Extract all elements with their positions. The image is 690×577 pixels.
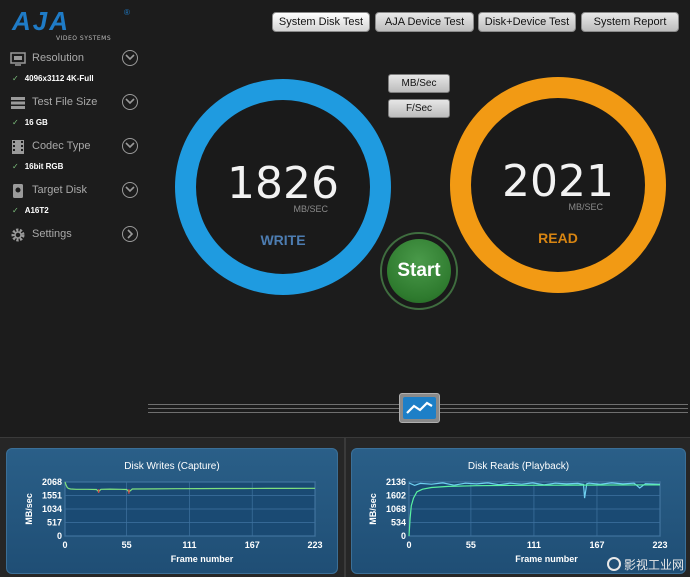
x-tick-label: 0 (62, 540, 67, 550)
sidebar-value-target-disk: ✓ A16T2 (12, 206, 49, 215)
y-axis-title: MB/sec (368, 493, 378, 525)
write-value: 1826 (227, 158, 339, 209)
tab-system-report[interactable]: System Report (581, 12, 679, 32)
y-tick-label: 0 (401, 531, 406, 541)
x-tick-label: 167 (589, 540, 604, 550)
target-disk-value: A16T2 (24, 206, 49, 215)
tab-aja-device-test[interactable]: AJA Device Test (375, 12, 474, 32)
series-line-0 (64, 481, 316, 493)
codec-type-value: 16bit RGB (24, 162, 64, 171)
resolution-value: 4096x3112 4K-Full (24, 74, 94, 83)
y-tick-label: 1034 (42, 504, 62, 514)
x-tick-label: 111 (527, 540, 541, 550)
sidebar-label-settings: Settings (32, 228, 72, 240)
y-tick-label: 0 (57, 531, 62, 541)
chevron-down-icon[interactable] (122, 94, 138, 110)
logo-registered-mark: ® (124, 8, 130, 17)
y-tick-label: 1602 (386, 491, 406, 501)
x-tick-label: 167 (245, 540, 260, 550)
chevron-down-icon[interactable] (122, 182, 138, 198)
sidebar-label-target-disk: Target Disk (32, 184, 88, 196)
x-tick-label: 0 (406, 540, 411, 550)
logo-text: AJA (12, 6, 71, 36)
series-line-1 (408, 484, 661, 537)
y-tick-label: 2136 (386, 477, 406, 487)
sidebar-value-resolution: ✓ 4096x3112 4K-Full (12, 74, 94, 83)
mb-sec-button[interactable]: MB/Sec (388, 74, 450, 93)
y-tick-label: 517 (47, 518, 62, 528)
chart-title: Disk Reads (Playback) (467, 461, 570, 472)
graph-toggle-button[interactable] (399, 393, 440, 423)
disk-reads-chart: 0 534 1068 1602 2136 0 55 111 167 223 Frame number… (368, 477, 668, 564)
read-label: READ (538, 230, 578, 246)
sidebar-value-codec-type: ✓ 16bit RGB (12, 162, 63, 171)
check-icon: ✓ (12, 206, 19, 215)
chart-title: Disk Writes (Capture) (124, 461, 220, 472)
watermark: 影视工业网 (606, 556, 684, 573)
write-unit: MB/SEC (293, 204, 328, 214)
x-tick-label: 111 (182, 540, 196, 550)
panel-divider (344, 437, 346, 577)
sidebar-label-codec-type: Codec Type (32, 140, 91, 152)
tab-system-disk-test[interactable]: System Disk Test (272, 12, 370, 32)
start-button-ring: Start (380, 232, 458, 310)
read-unit: MB/SEC (568, 202, 603, 212)
chevron-down-icon[interactable] (122, 138, 138, 154)
x-tick-label: 223 (652, 540, 667, 550)
read-value: 2021 (502, 156, 614, 207)
film-icon (10, 139, 26, 155)
disk-writes-panel: Disk Writes (Capture) 0 517 1034 1551 2068 0 5… (6, 448, 338, 574)
read-gauge: 2021 MB/SEC READ (450, 77, 666, 293)
monitor-icon (10, 51, 26, 67)
f-sec-button[interactable]: F/Sec (388, 99, 450, 118)
y-tick-label: 2068 (42, 477, 62, 487)
chevron-down-icon[interactable] (122, 50, 138, 66)
logo-subtitle: VIDEO SYSTEMS (56, 35, 112, 42)
y-tick-label: 1551 (42, 491, 62, 501)
x-tick-label: 55 (466, 540, 476, 550)
sidebar-label-test-file-size: Test File Size (32, 96, 98, 108)
tab-disk-device-test[interactable]: Disk+Device Test (478, 12, 576, 32)
sidebar-item-resolution[interactable]: Resolution (10, 49, 138, 69)
write-label: WRITE (260, 232, 306, 248)
chevron-right-icon[interactable] (122, 226, 138, 242)
sidebar-item-settings[interactable]: Settings (10, 225, 138, 245)
disk-reads-panel: Disk Reads (Playback) 0 534 1068 1602 2136 0 5… (351, 448, 686, 574)
check-icon: ✓ (12, 162, 19, 171)
sidebar-item-codec-type[interactable]: Codec Type (10, 137, 138, 157)
graph-icon (403, 397, 436, 419)
sidebar-label-resolution: Resolution (32, 52, 84, 64)
write-gauge: 1826 MB/SEC WRITE (175, 79, 391, 295)
check-icon: ✓ (12, 74, 19, 83)
series-line-0 (408, 482, 661, 499)
y-tick-label: 534 (391, 518, 406, 528)
watermark-icon (606, 557, 621, 571)
disk-icon (10, 183, 26, 199)
sidebar-value-test-file-size: ✓ 16 GB (12, 118, 48, 127)
y-tick-label: 1068 (386, 504, 406, 514)
aja-logo: AJA ® VIDEO SYSTEMS (12, 6, 132, 42)
test-file-size-value: 16 GB (24, 118, 48, 127)
x-tick-label: 55 (122, 540, 132, 550)
start-button[interactable]: Start (387, 239, 451, 303)
x-tick-label: 223 (307, 540, 322, 550)
y-axis-title: MB/sec (24, 493, 34, 525)
x-axis-title: Frame number (171, 554, 234, 564)
gear-icon (10, 227, 26, 243)
disk-writes-chart: 0 517 1034 1551 2068 0 55 111 167 223 Frame number… (24, 477, 323, 564)
check-icon: ✓ (12, 118, 19, 127)
watermark-text: 影视工业网 (623, 558, 684, 572)
sidebar-item-target-disk[interactable]: Target Disk (10, 181, 138, 201)
x-axis-title: Frame number (515, 554, 578, 564)
stack-icon (10, 95, 26, 111)
sidebar-item-test-file-size[interactable]: Test File Size (10, 93, 138, 113)
